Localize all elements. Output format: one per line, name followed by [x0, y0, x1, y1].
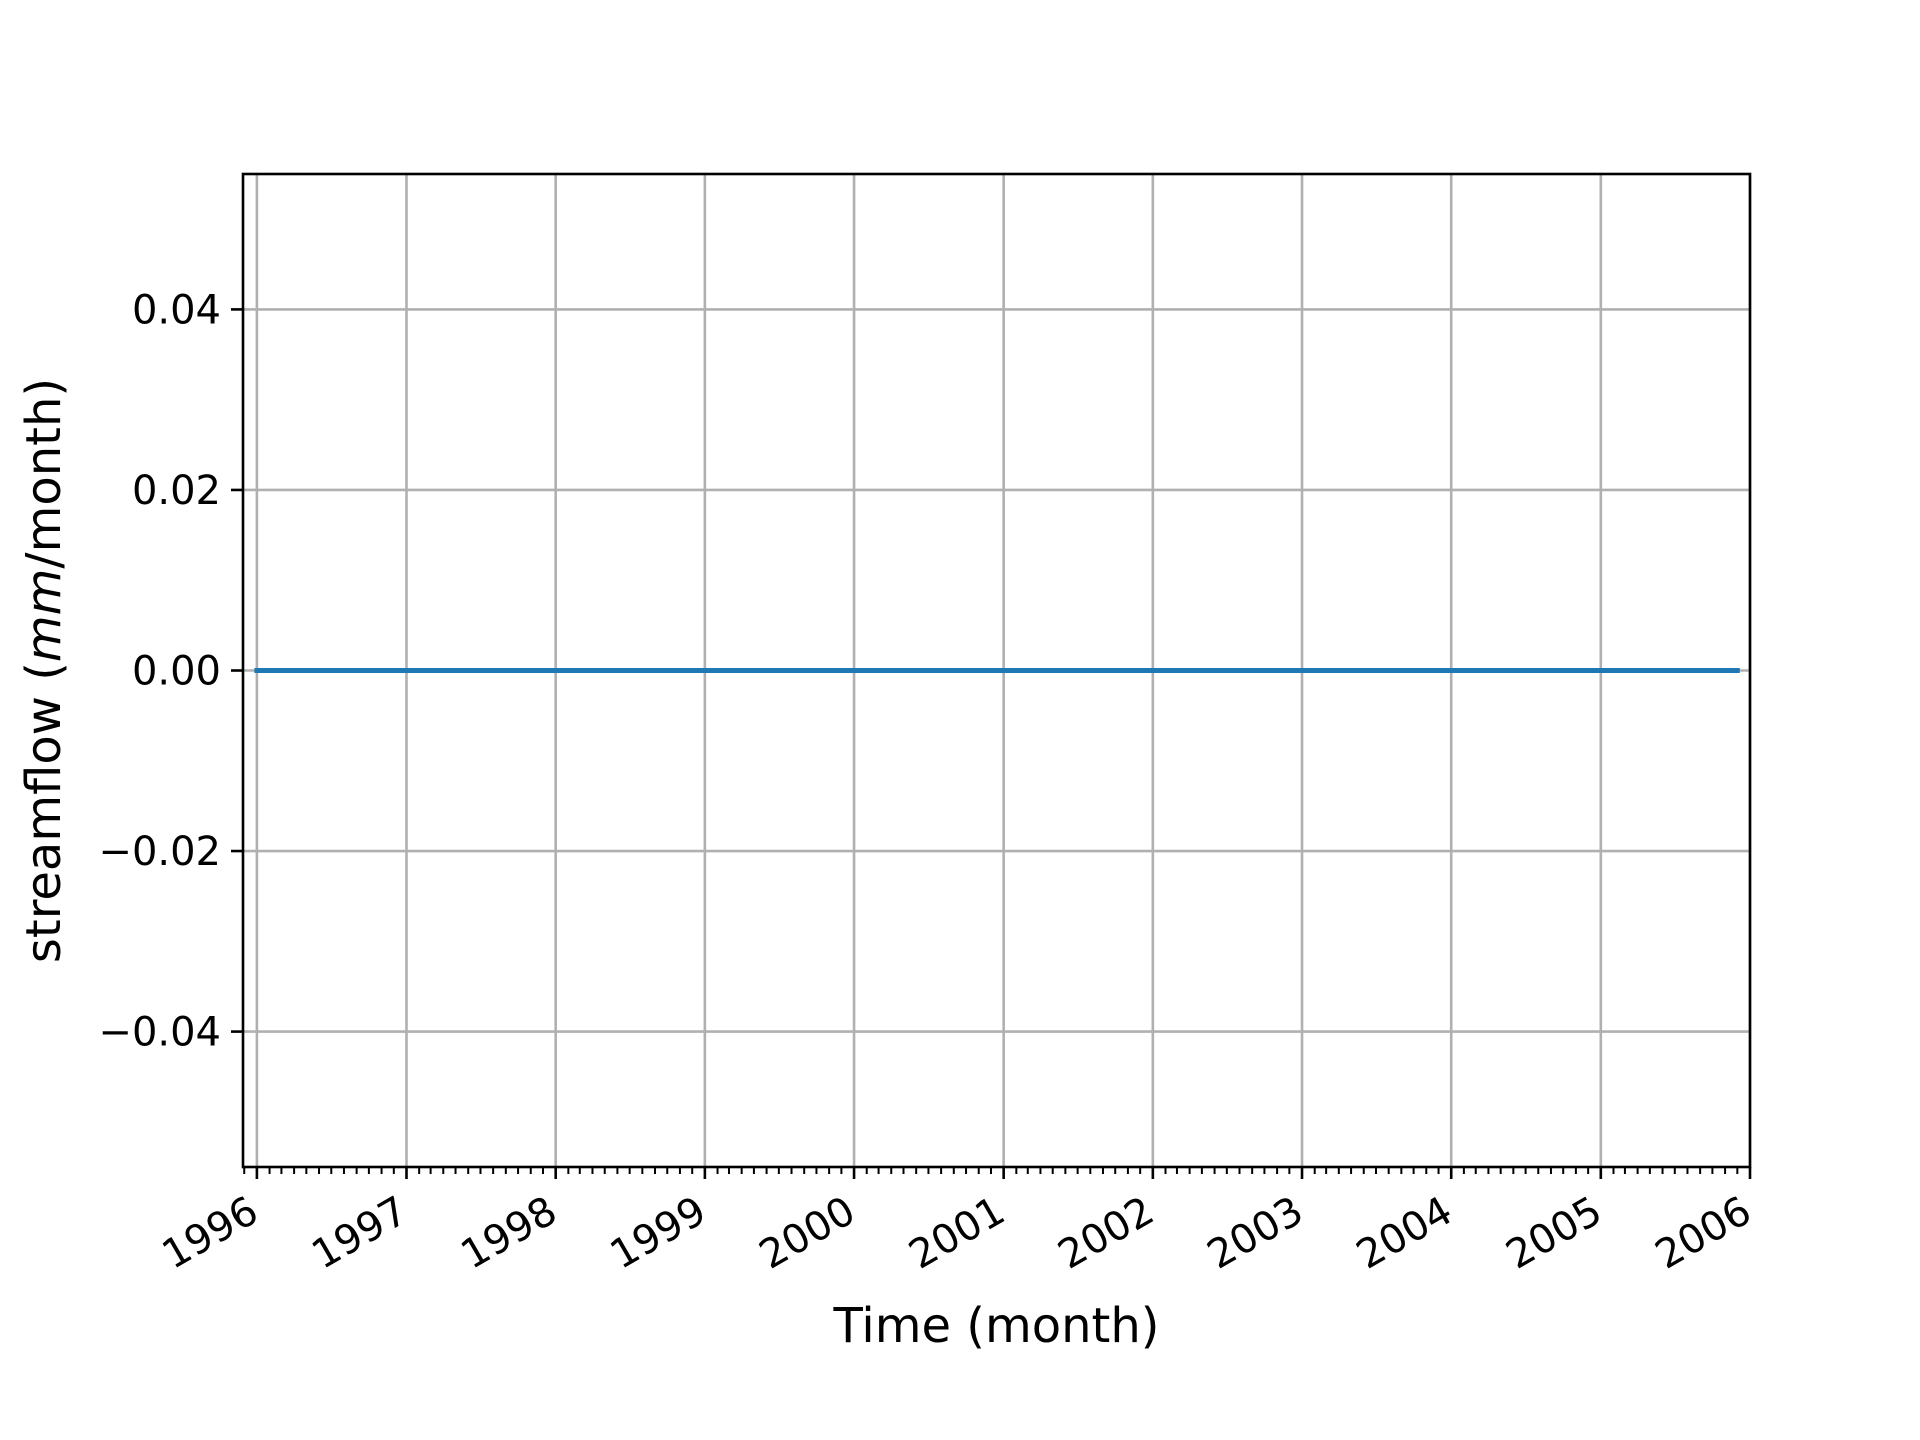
y-tick-label: −0.04: [98, 1010, 221, 1056]
y-axis-label-unit: mm: [16, 569, 72, 663]
y-axis: −0.04 −0.02 0.00 0.02 0.04: [98, 287, 243, 1056]
y-tick-label: 0.04: [132, 287, 221, 333]
y-tick-label: 0.02: [132, 468, 221, 514]
y-axis-label: streamflow (mm/month): [16, 378, 72, 963]
y-axis-label-prefix: streamflow (: [16, 662, 72, 963]
y-tick-label: 0.00: [132, 649, 221, 695]
x-axis-label: Time (month): [833, 1298, 1160, 1354]
y-axis-label-suffix: /month): [16, 378, 72, 569]
y-tick-label: −0.02: [98, 829, 221, 875]
